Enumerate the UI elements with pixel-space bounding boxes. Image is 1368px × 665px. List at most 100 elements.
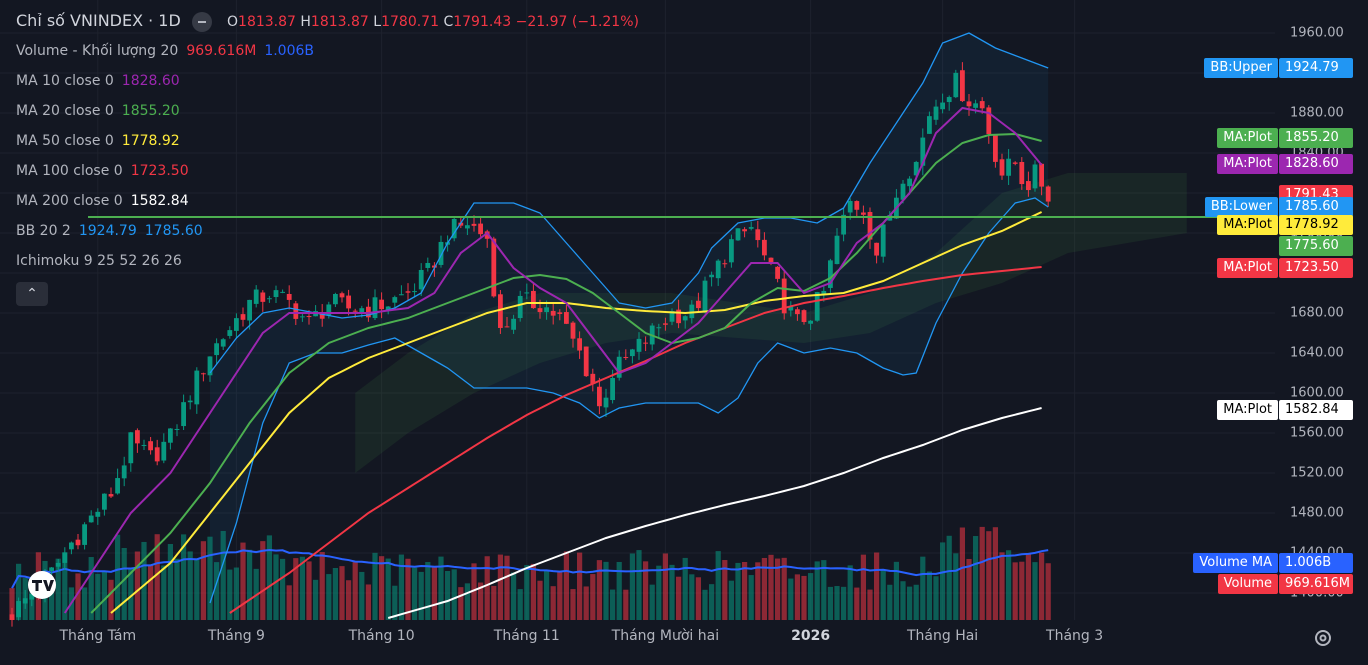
volume-bar bbox=[973, 536, 979, 620]
candle-body bbox=[986, 107, 992, 134]
volume-bar bbox=[200, 541, 206, 620]
ma100-tag: 1723.50 bbox=[1279, 257, 1353, 278]
candle-body bbox=[557, 312, 563, 314]
volume-bar bbox=[108, 579, 114, 620]
volume-bar bbox=[306, 561, 312, 620]
candle-body bbox=[187, 400, 193, 403]
volume-bar bbox=[398, 554, 404, 620]
indicator-label: Ichimoku 9 25 52 26 26 bbox=[16, 253, 182, 269]
candle-body bbox=[537, 308, 543, 313]
candle-body bbox=[966, 101, 972, 107]
volume-bar bbox=[128, 569, 134, 620]
indicator-label: MA 10 close 0 bbox=[16, 73, 114, 89]
volume-bar bbox=[801, 575, 807, 620]
hide-icon[interactable] bbox=[191, 11, 212, 32]
candle-body bbox=[808, 320, 813, 324]
ma50-line bbox=[110, 211, 1043, 614]
candle-body bbox=[623, 357, 629, 359]
candle-body bbox=[82, 524, 87, 545]
candle-body bbox=[590, 373, 596, 384]
volume-bar bbox=[101, 571, 107, 620]
volume-bar bbox=[702, 589, 708, 620]
candle-body bbox=[616, 356, 622, 378]
volume-bar bbox=[570, 589, 576, 620]
candle-body bbox=[253, 289, 259, 304]
volume-bar bbox=[669, 564, 675, 620]
volume-bar bbox=[458, 587, 464, 620]
candle-body bbox=[392, 297, 398, 303]
candle-body bbox=[583, 346, 589, 377]
candle-body bbox=[498, 294, 503, 328]
legend-indicator-row[interactable]: MA 20 close 0 1855.20 bbox=[16, 96, 639, 126]
candle-body bbox=[920, 137, 926, 166]
volume-bar bbox=[867, 589, 873, 620]
symbol-title[interactable]: Chỉ số VNINDEX · 1D bbox=[16, 11, 181, 30]
candle-body bbox=[286, 293, 292, 300]
volume-bar bbox=[1032, 562, 1038, 620]
candle-body bbox=[1012, 162, 1018, 164]
ma10-tag: 1828.60 bbox=[1279, 154, 1353, 175]
volume-bar bbox=[643, 561, 649, 620]
candle-body bbox=[682, 316, 688, 321]
volume-bar bbox=[794, 574, 800, 620]
volume-bar bbox=[227, 569, 233, 620]
volume-bar bbox=[359, 571, 365, 620]
legend-indicator-row[interactable]: Volume - Khối lượng 20 969.616M 1.006B bbox=[16, 36, 639, 66]
candle-body bbox=[95, 511, 101, 517]
candle-body bbox=[88, 515, 94, 523]
candle-body bbox=[630, 349, 635, 357]
candle-body bbox=[814, 292, 820, 321]
candle-body bbox=[960, 70, 965, 102]
collapse-legend-button[interactable]: ⌃ bbox=[16, 282, 48, 306]
legend-indicator-row[interactable]: MA 10 close 0 1828.60 bbox=[16, 66, 639, 96]
candle-body bbox=[465, 225, 470, 229]
volume-bar bbox=[95, 573, 101, 620]
volume-bar bbox=[471, 563, 477, 620]
volume-bar bbox=[682, 557, 688, 620]
volume-bar bbox=[418, 571, 424, 620]
volume-bar bbox=[332, 568, 338, 620]
ma100-line bbox=[229, 266, 1042, 614]
volume-bar bbox=[814, 561, 820, 620]
volume-bar bbox=[900, 581, 906, 620]
volume-bar bbox=[115, 534, 121, 620]
candle-body bbox=[438, 241, 444, 265]
volume-bar bbox=[966, 558, 972, 620]
volume-bar bbox=[590, 574, 596, 620]
settings-gear-icon[interactable] bbox=[1312, 627, 1334, 649]
volume-bar bbox=[722, 560, 728, 620]
moving-average-lines bbox=[63, 32, 1049, 619]
legend-indicator-row[interactable]: MA 200 close 0 1582.84 bbox=[16, 186, 639, 216]
candle-body bbox=[339, 293, 345, 298]
volume-bar bbox=[841, 586, 847, 620]
volume-bar bbox=[352, 561, 358, 620]
volume-bar bbox=[214, 562, 220, 620]
volume-bar bbox=[82, 587, 88, 620]
volume-bar bbox=[959, 527, 965, 620]
volume-bar bbox=[1019, 561, 1025, 620]
volume-bar bbox=[933, 576, 939, 620]
candle-body bbox=[227, 330, 233, 336]
volume-bar bbox=[563, 551, 569, 620]
candle-body bbox=[742, 229, 747, 232]
volume-bar bbox=[544, 570, 550, 620]
candle-body bbox=[280, 291, 285, 293]
volume-bar bbox=[986, 531, 992, 620]
legend-indicator-row[interactable]: BB 20 2 1924.79 1785.60 bbox=[16, 216, 639, 246]
x-tick-label: Tháng 11 bbox=[493, 628, 560, 644]
volume-bar bbox=[860, 554, 866, 620]
volume-bar bbox=[662, 553, 668, 620]
candle-body bbox=[821, 290, 827, 295]
candle-body bbox=[1032, 164, 1038, 189]
legend-indicator-row[interactable]: Ichimoku 9 25 52 26 26 bbox=[16, 246, 639, 276]
volume-bar bbox=[880, 569, 886, 620]
candle-body bbox=[108, 494, 114, 497]
legend-indicator-row[interactable]: MA 50 close 0 1778.92 bbox=[16, 126, 639, 156]
candle-body bbox=[168, 428, 173, 443]
volume-bar bbox=[676, 576, 682, 620]
volume-bar bbox=[715, 551, 721, 620]
volume-bar bbox=[134, 551, 140, 620]
legend-indicator-row[interactable]: MA 100 close 0 1723.50 bbox=[16, 156, 639, 186]
candle-body bbox=[900, 183, 906, 200]
